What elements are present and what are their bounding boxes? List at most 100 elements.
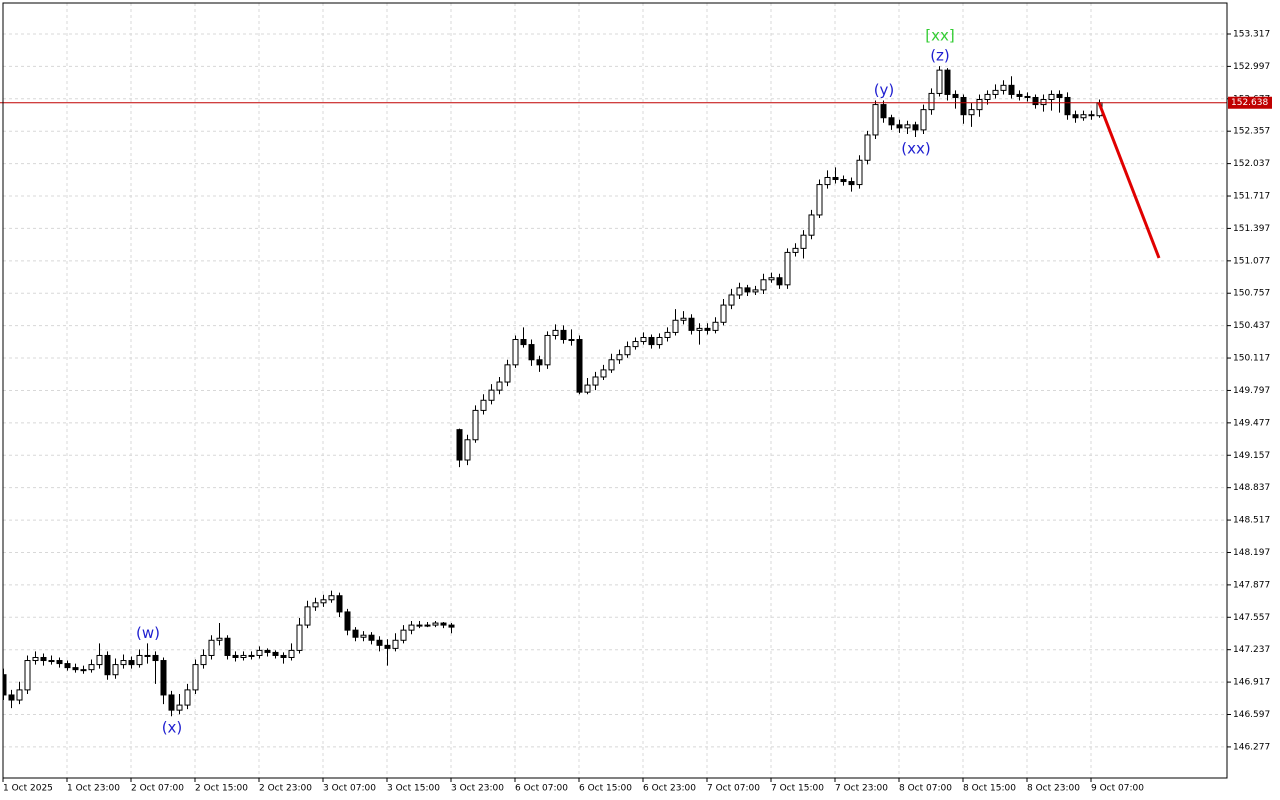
y-tick-label: 152.997 [1233,62,1270,72]
candle-body [664,331,671,338]
candle-body [264,649,271,653]
candle-body [96,654,103,666]
forecast-line [1097,102,1161,259]
candle-body [928,92,935,111]
x-tick-label: 6 Oct 07:00 [515,784,568,794]
candle-body [608,359,615,371]
candle-body [560,329,567,341]
candle-body [128,660,135,666]
candle-body [896,124,903,129]
candle-body [296,624,303,651]
x-tick-label: 8 Oct 07:00 [899,784,952,794]
x-tick-label: 1 Oct 23:00 [67,784,120,794]
candle-body [992,89,999,95]
candle-body [744,287,751,293]
candle-body [736,287,743,296]
candle-body [592,376,599,386]
candle-body [1080,114,1087,119]
candle-body [504,364,511,383]
candle-body [968,109,975,116]
candle-body [624,346,631,356]
candle-body [768,277,775,281]
candle-body [552,329,559,336]
candle-body [400,629,407,641]
y-tick-label: 148.197 [1233,548,1270,558]
candle-body [224,637,231,656]
candle-body [848,181,855,186]
candle-body [480,399,487,411]
candle-body [640,336,647,343]
y-tick-label: 152.357 [1233,127,1270,137]
candle-body [160,660,167,696]
candle-body [368,634,375,641]
candle-body [176,704,183,711]
candle-body [1032,96,1039,106]
candle-body [168,694,175,711]
candle-body [656,336,663,346]
y-tick-label: 149.157 [1233,451,1270,461]
candle-body [40,656,47,662]
candle-body [904,124,911,129]
candle-body [704,327,711,331]
y-tick-label: 150.757 [1233,289,1270,299]
candle-body [136,654,143,666]
wave-label: (xx) [901,139,930,157]
candle-body [472,409,479,441]
x-tick-label: 8 Oct 15:00 [963,784,1016,794]
candle-body [320,599,327,604]
y-tick-label: 151.077 [1233,256,1270,266]
x-tick-label: 1 Oct 2025 [3,784,53,794]
candle-body [280,654,287,658]
candle-body [800,234,807,249]
candle-body [432,622,439,626]
candle-body [600,369,607,378]
candle-body [304,606,311,626]
wave-label: (z) [930,47,950,65]
candle-body [1048,93,1055,101]
candle-body [976,99,983,111]
wave-label: (y) [874,81,895,99]
candle-body [792,247,799,253]
candle-body [672,319,679,333]
y-tick-label: 149.797 [1233,386,1270,396]
y-tick-label: 150.117 [1233,354,1270,364]
x-tick-label: 7 Oct 07:00 [707,784,760,794]
y-tick-label: 150.437 [1233,321,1270,331]
candle-body [688,317,695,331]
candle-body [152,654,159,662]
candle-body [720,304,727,323]
candle-body [1016,93,1023,97]
candle-body [1040,99,1047,106]
x-tick-label: 7 Oct 23:00 [835,784,888,794]
y-tick-label: 148.837 [1233,483,1270,493]
candle-body [824,176,831,186]
y-tick-label: 151.397 [1233,224,1270,234]
x-tick-label: 7 Oct 15:00 [771,784,824,794]
candle-body [8,694,15,701]
candle-body [448,624,455,628]
x-tick-label: 2 Oct 07:00 [131,784,184,794]
candle-body [376,639,383,646]
candle-body [312,602,319,608]
candle-body [232,654,239,658]
candle-body [16,689,23,701]
wave-label: (w) [136,624,160,642]
candle-body [952,93,959,98]
current-price-box [1228,96,1272,109]
candle-body [520,339,527,346]
candle-body [576,339,583,393]
y-tick-label: 147.557 [1233,613,1270,623]
candle-body [680,317,687,321]
y-tick-label: 153.317 [1233,29,1270,39]
candle-body [1008,84,1015,95]
candle-body [344,611,351,631]
candle-body [752,289,759,293]
candle-body [32,656,39,662]
plot [3,3,1227,778]
candle-body [56,660,63,665]
candle-body [88,664,95,671]
y-tick-label: 148.517 [1233,516,1270,526]
candle-body [256,649,263,656]
candle-body [936,69,943,94]
